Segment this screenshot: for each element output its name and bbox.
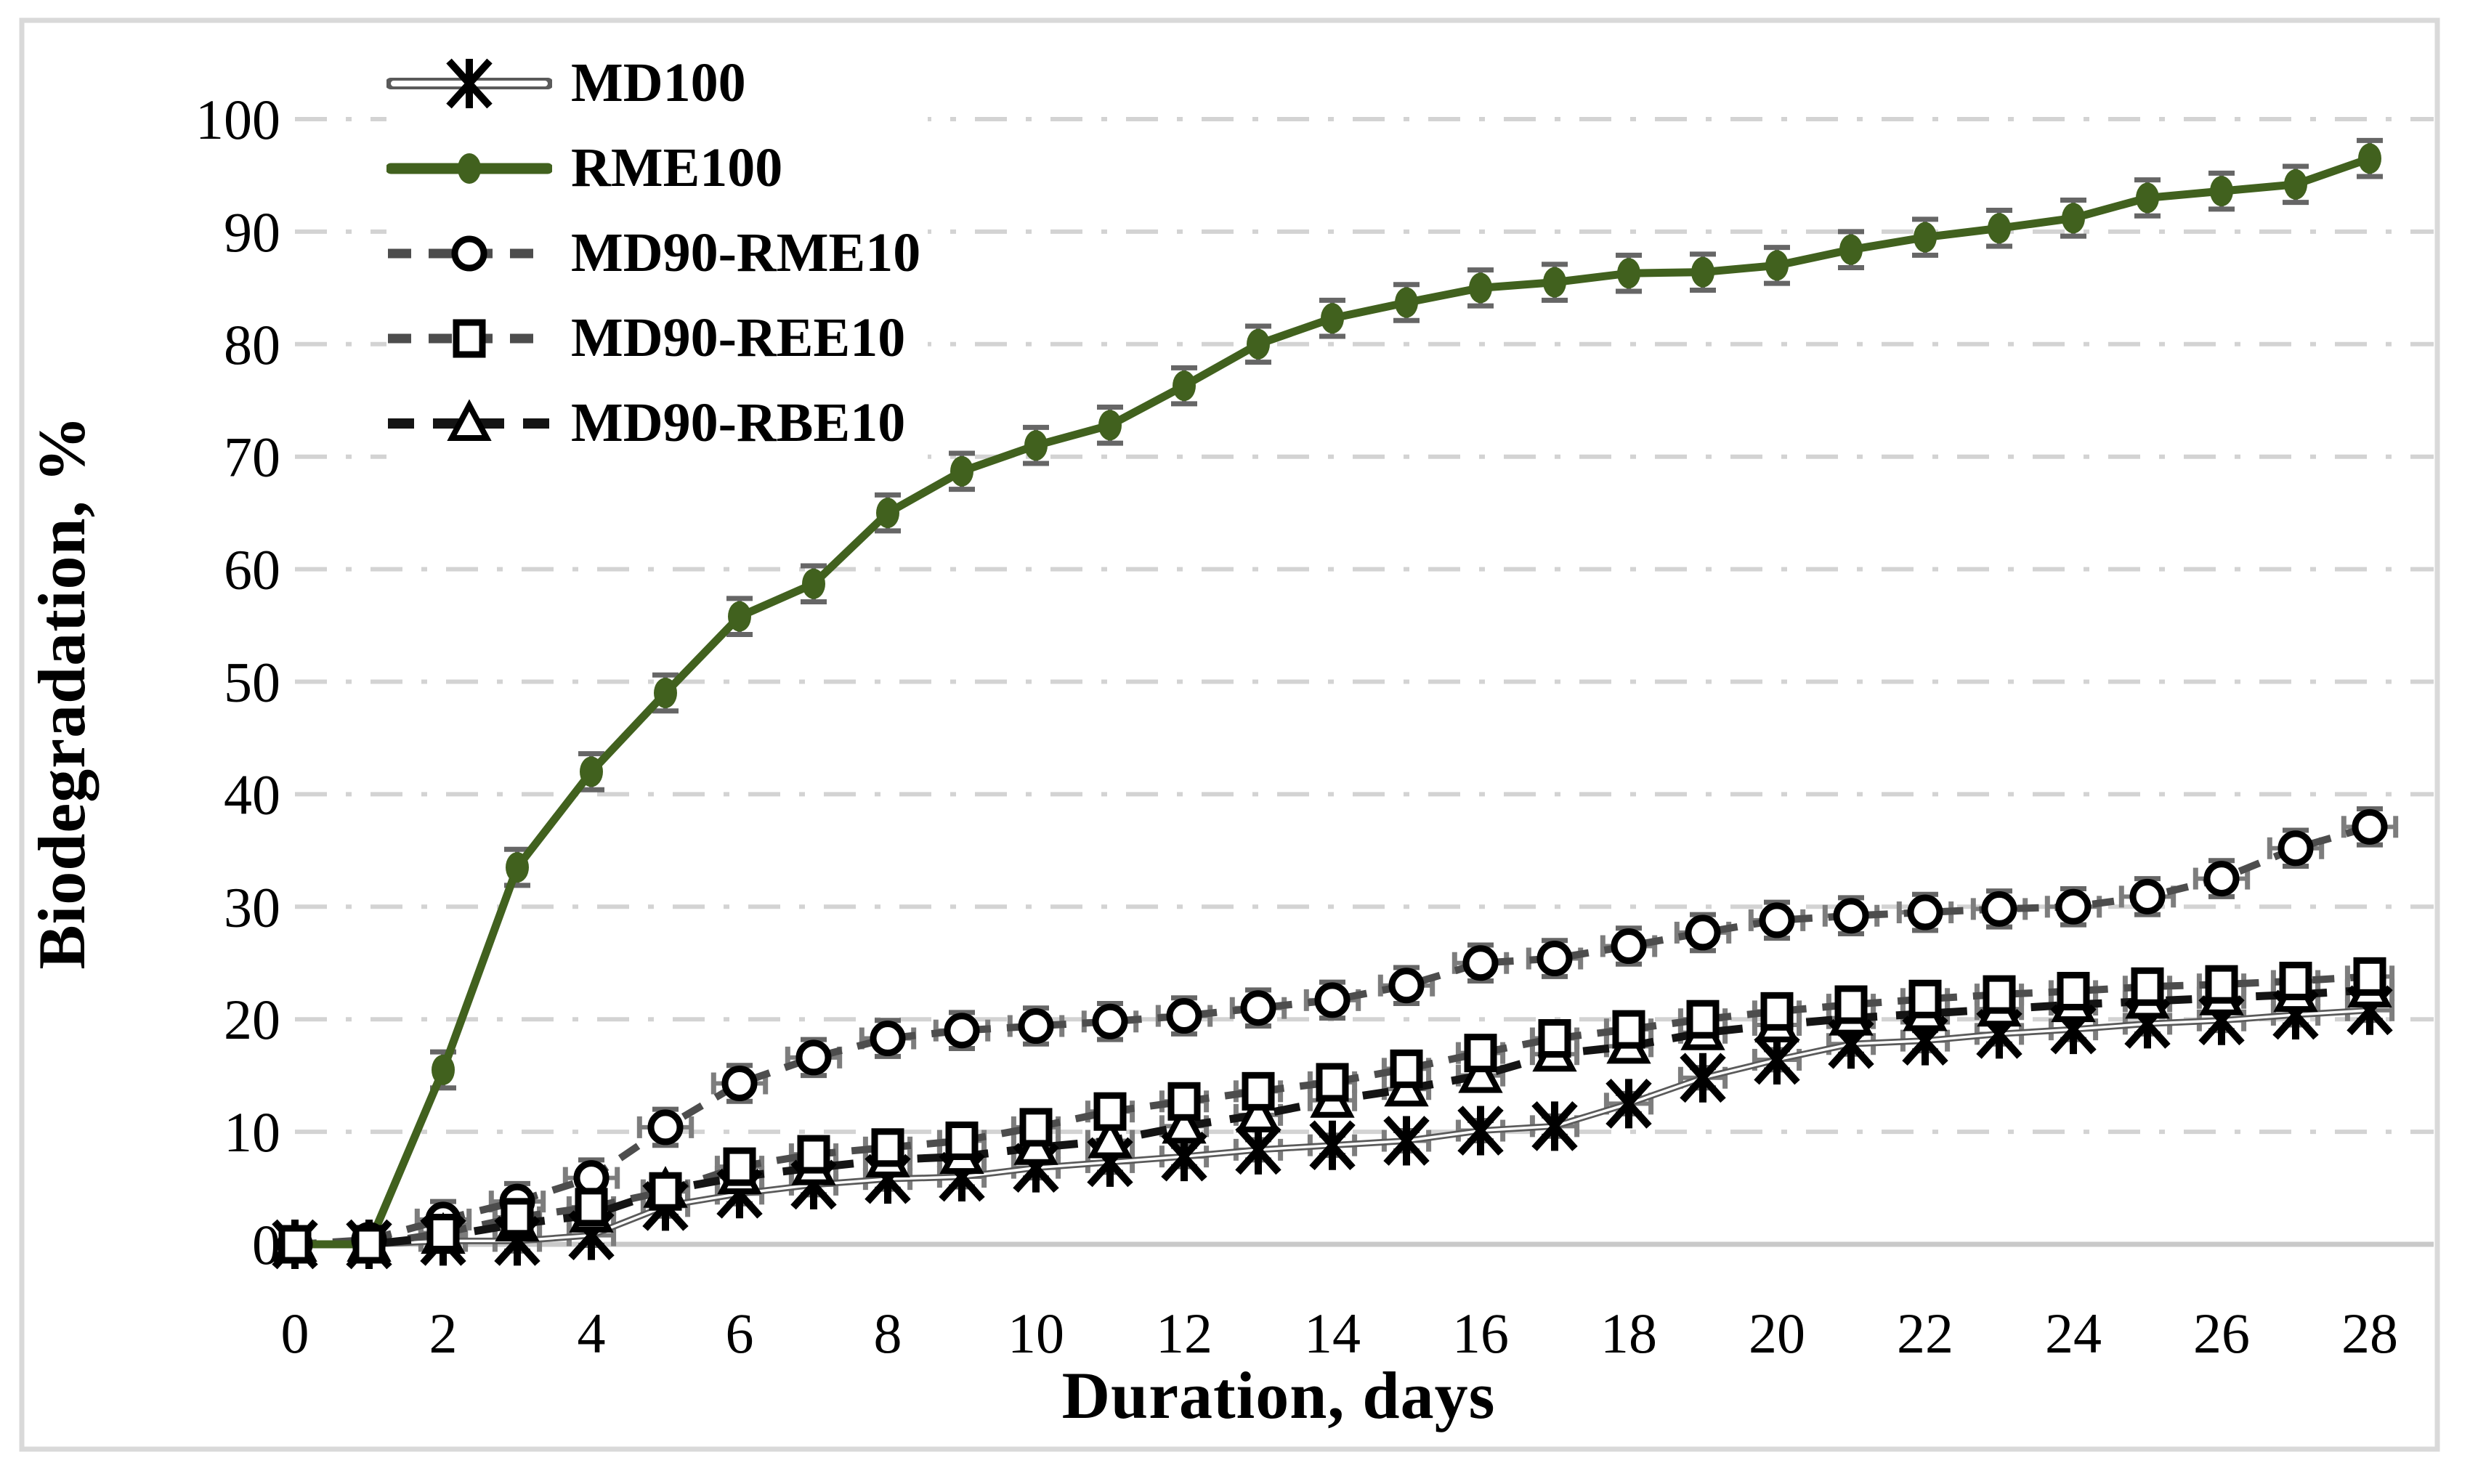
x-tick-12: 12 (1156, 1302, 1212, 1365)
y-tick-100: 100 (195, 88, 280, 151)
legend: MD100 RME100 MD90-RME10 MD90-REE10 MD90-RBE1… (386, 41, 928, 470)
legend-sample-filled-circle-icon (386, 153, 552, 184)
y-tick-40: 40 (224, 763, 280, 826)
y-tick-10: 10 (224, 1100, 280, 1164)
y-tick-70: 70 (224, 426, 280, 489)
legend-sample-open-triangle-icon (388, 399, 551, 441)
figure-border (19, 17, 2440, 1452)
y-tick-60: 60 (224, 538, 280, 601)
x-axis-title: Duration, days (1061, 1358, 1496, 1432)
y-tick-80: 80 (224, 313, 280, 376)
x-tick-8: 8 (874, 1302, 902, 1365)
legend-label-md90-rbe10: MD90-RBE10 (571, 392, 906, 453)
x-tick-2: 2 (429, 1302, 458, 1365)
x-tick-10: 10 (1008, 1302, 1064, 1365)
legend-item-rme100: RME100 (386, 126, 920, 211)
x-tick-18: 18 (1600, 1302, 1657, 1365)
series-line-md90-rme10 (294, 823, 2371, 1248)
x-tick-16: 16 (1452, 1302, 1509, 1365)
legend-sample-asterisk-icon (386, 58, 552, 108)
x-tick-6: 6 (726, 1302, 754, 1365)
legend-label-md100: MD100 (571, 52, 746, 113)
y-tick-30: 30 (224, 875, 280, 938)
x-tick-20: 20 (1749, 1302, 1805, 1365)
legend-label-md90-ree10: MD90-REE10 (571, 307, 906, 368)
y-tick-90: 90 (224, 200, 280, 264)
x-tick-22: 22 (1897, 1302, 1953, 1365)
legend-item-md90-rme10: MD90-RME10 (386, 211, 920, 296)
legend-item-md100: MD100 (386, 41, 920, 126)
legend-sample-open-circle-icon (388, 235, 551, 271)
legend-item-md90-ree10: MD90-REE10 (386, 296, 920, 381)
y-tick-50: 50 (224, 651, 280, 714)
legend-sample-open-square-icon (388, 319, 551, 357)
y-tick-20: 20 (224, 988, 280, 1051)
x-tick-24: 24 (2045, 1302, 2102, 1365)
x-tick-28: 28 (2341, 1302, 2398, 1365)
legend-label-rme100: RME100 (571, 137, 783, 198)
y-axis-title: Biodegradation, % (25, 415, 99, 970)
x-tick-4: 4 (578, 1302, 606, 1365)
x-tick-14: 14 (1304, 1302, 1361, 1365)
x-tick-0: 0 (281, 1302, 309, 1365)
legend-label-md90-rme10: MD90-RME10 (571, 222, 921, 283)
series-markers-md90-ree10 (278, 957, 2386, 1264)
legend-item-md90-rbe10: MD90-RBE10 (386, 381, 920, 466)
x-tick-26: 26 (2193, 1302, 2250, 1365)
series-line-md90-ree10 (295, 973, 2370, 1248)
